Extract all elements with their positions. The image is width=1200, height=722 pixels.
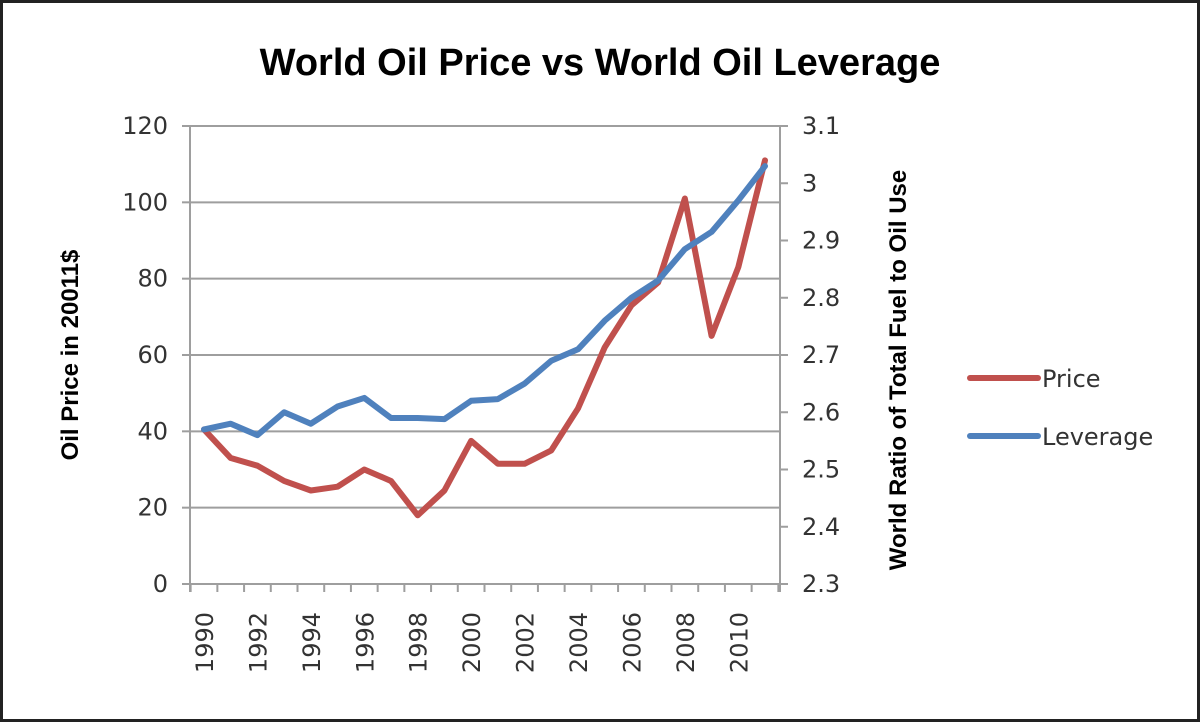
x-tick-label: 2010 [725, 612, 753, 673]
y-tick-label: 60 [137, 341, 168, 369]
y-axis-label: Oil Price in 20011$ [57, 249, 84, 460]
y2-tick-label: 3 [802, 169, 817, 197]
y2-tick-label: 2.8 [802, 284, 840, 312]
y2-tick-label: 2.5 [802, 456, 840, 484]
legend-label-leverage: Leverage [1042, 423, 1153, 451]
x-tick-label: 2004 [565, 612, 593, 673]
legend: Price Leverage [967, 365, 1153, 451]
x-tick-label: 2000 [458, 612, 486, 673]
y-axis-ticks: 0 20 40 60 80 100 120 [122, 112, 168, 598]
y-tick-label: 120 [122, 112, 168, 140]
series-lines [201, 157, 768, 519]
series-line-price [201, 157, 768, 519]
x-tick-label: 1992 [244, 612, 272, 673]
series-line-leverage [201, 163, 768, 439]
y-tick-label: 100 [122, 188, 168, 216]
legend-label-price: Price [1042, 365, 1101, 393]
y2-tick-label: 2.6 [802, 398, 840, 426]
y2-tick-label: 3.1 [802, 112, 840, 140]
y-tick-label: 20 [137, 494, 168, 522]
x-axis-ticks: 1990 1992 1994 1996 1998 2000 2002 2004 2006 2008… [191, 612, 753, 673]
x-tick-label: 2008 [672, 612, 700, 673]
x-tick-label: 1996 [351, 612, 379, 673]
y2-axis-ticks: 2.3 2.4 2.5 2.6 2.7 2.8 2.9 3 3.1 [802, 112, 840, 598]
y2-tick-label: 2.4 [802, 513, 840, 541]
x-tick-label: 2006 [618, 612, 646, 673]
x-tick-label: 1994 [298, 612, 326, 673]
axes [182, 125, 788, 592]
y2-axis-label: World Ratio of Total Fuel to Oil Use [885, 170, 912, 570]
y-tick-label: 0 [153, 570, 168, 598]
y-tick-label: 80 [137, 265, 168, 293]
x-tick-label: 2002 [512, 612, 540, 673]
y2-tick-label: 2.7 [802, 341, 840, 369]
gridlines [190, 125, 780, 509]
y2-tick-label: 2.3 [802, 570, 840, 598]
y-tick-label: 40 [137, 417, 168, 445]
y2-tick-label: 2.9 [802, 227, 840, 255]
x-tick-label: 1998 [405, 612, 433, 673]
chart-title: World Oil Price vs World Oil Leverage [260, 42, 941, 84]
x-tick-label: 1990 [191, 612, 219, 673]
